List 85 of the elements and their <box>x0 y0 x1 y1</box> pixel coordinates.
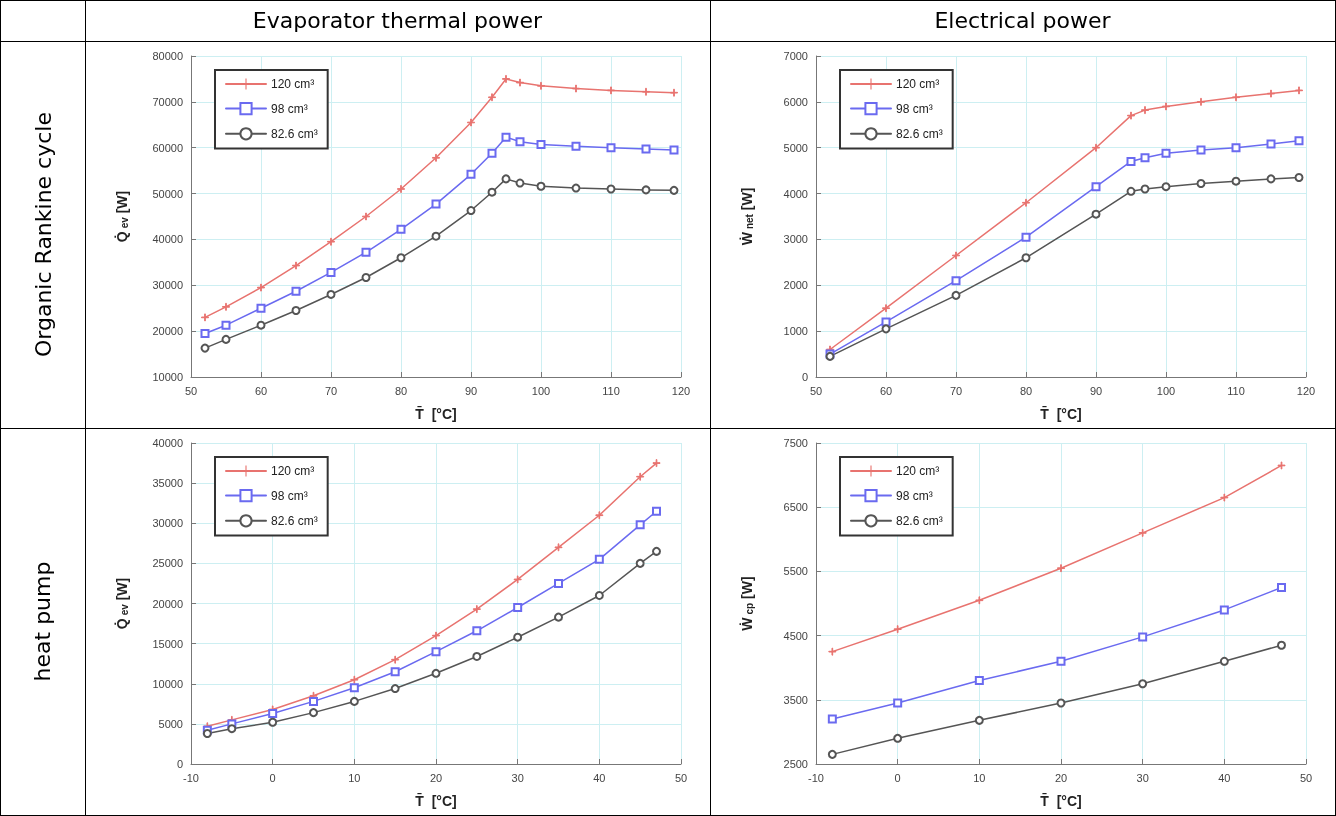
y-tick-label: 80000 <box>152 50 183 62</box>
legend-label: 120 cm³ <box>896 77 940 91</box>
x-axis-title: T̄ [°C] <box>415 792 457 809</box>
y-tick-label: 5500 <box>783 565 808 578</box>
x-tick-label: -10 <box>183 771 199 784</box>
y-axis-title: Q̇ev [W] <box>114 577 130 630</box>
x-tick-label: 50 <box>674 771 688 784</box>
y-tick-label: 7500 <box>783 437 808 449</box>
x-tick-label: 120 <box>1296 384 1316 397</box>
x-tick-label: 70 <box>324 384 338 397</box>
x-tick-label: 80 <box>1019 384 1033 397</box>
x-tick-label: 120 <box>671 384 691 397</box>
x-tick-label: 110 <box>1227 384 1245 397</box>
x-tick-label: 100 <box>531 384 551 397</box>
legend-label: 98 cm³ <box>271 488 308 503</box>
y-tick-label: 5000 <box>783 141 808 154</box>
chart-title: Electrical power <box>933 7 1112 35</box>
y-tick-label: 60000 <box>152 141 183 154</box>
x-tick-label: 110 <box>602 384 620 397</box>
x-tick-label: 40 <box>593 771 606 784</box>
x-tick-label: 100 <box>1156 384 1176 397</box>
y-tick-label: 30000 <box>152 279 183 292</box>
y-tick-label: 35000 <box>152 477 183 490</box>
y-tick-label: 2500 <box>783 758 808 770</box>
x-tick-label: 10 <box>348 771 361 784</box>
x-axis-title: T̄ [°C] <box>1040 405 1082 422</box>
x-axis-title: T̄ [°C] <box>415 405 457 422</box>
x-tick-label: 10 <box>973 771 986 784</box>
y-tick-label: 4000 <box>783 187 808 200</box>
legend-label: 120 cm³ <box>271 77 315 91</box>
x-tick-label: 50 <box>809 384 823 397</box>
y-tick-label: 20000 <box>152 325 183 338</box>
y-axis-title: Ẇcp [W] <box>739 576 755 631</box>
legend-label: 120 cm³ <box>896 464 940 478</box>
y-tick-label: 4500 <box>783 629 808 642</box>
y-tick-label: 6000 <box>783 95 808 108</box>
y-tick-label: 70000 <box>152 95 183 108</box>
y-tick-label: 20000 <box>152 597 183 610</box>
y-tick-label: 40000 <box>152 437 183 449</box>
x-tick-label: 20 <box>429 771 443 784</box>
x-tick-label: 0 <box>269 771 276 784</box>
x-tick-label: 70 <box>949 384 963 397</box>
y-tick-label: 30000 <box>152 517 183 530</box>
y-tick-label: 2000 <box>783 279 808 292</box>
y-tick-label: 10000 <box>152 677 183 690</box>
x-tick-label: 60 <box>254 384 268 397</box>
legend-label: 98 cm³ <box>896 101 933 116</box>
x-tick-label: 40 <box>1218 771 1231 784</box>
y-tick-label: 0 <box>176 758 183 770</box>
x-tick-label: 50 <box>184 384 198 397</box>
y-tick-label: 50000 <box>152 187 183 200</box>
legend-label: 98 cm³ <box>896 488 933 503</box>
legend-label: 82.6 cm³ <box>271 513 318 528</box>
x-tick-label: 30 <box>511 771 524 784</box>
y-tick-label: 7000 <box>783 50 808 62</box>
y-axis-title: Q̇ev [W] <box>114 190 130 243</box>
y-tick-label: 1000 <box>783 325 808 338</box>
legend-label: 98 cm³ <box>271 101 308 116</box>
x-tick-label: 0 <box>894 771 901 784</box>
y-tick-label: 15000 <box>152 637 183 650</box>
x-tick-label: 60 <box>879 384 893 397</box>
legend-label: 120 cm³ <box>271 464 315 478</box>
legend-label: 82.6 cm³ <box>896 126 943 141</box>
x-tick-label: 30 <box>1136 771 1149 784</box>
legend-label: 82.6 cm³ <box>271 126 318 141</box>
text: heat pump <box>30 561 56 682</box>
y-tick-label: 25000 <box>152 557 183 570</box>
x-tick-label: 50 <box>1299 771 1313 784</box>
chart-title: Evaporator thermal power <box>251 7 544 35</box>
x-tick-label: 80 <box>394 384 408 397</box>
legend-label: 82.6 cm³ <box>896 513 943 528</box>
y-tick-label: 40000 <box>152 233 183 246</box>
x-tick-label: 20 <box>1054 771 1068 784</box>
x-axis-title: T̄ [°C] <box>1040 792 1082 809</box>
y-tick-label: 5000 <box>158 717 183 730</box>
y-tick-label: 6500 <box>783 501 808 514</box>
x-tick-label: 90 <box>464 384 478 397</box>
text: Organic Rankine cycle <box>30 112 56 357</box>
y-tick-label: 3000 <box>783 233 808 246</box>
y-tick-label: 0 <box>801 371 808 383</box>
y-tick-label: 3500 <box>783 693 808 706</box>
x-tick-label: 90 <box>1089 384 1103 397</box>
x-tick-label: -10 <box>808 771 824 784</box>
y-axis-title: Ẇnet [W] <box>739 187 755 246</box>
y-tick-label: 10000 <box>152 371 183 383</box>
